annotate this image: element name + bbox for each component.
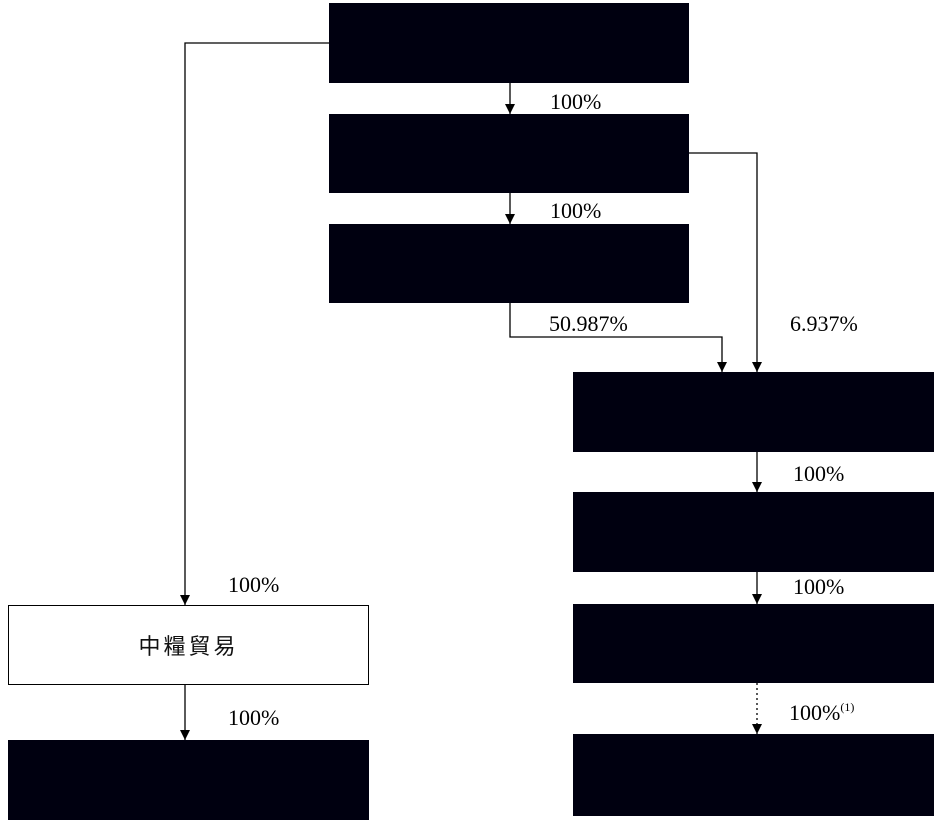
pct-label-left-2: 100%	[228, 705, 280, 730]
trading-company-label: 中糧貿易	[138, 635, 239, 660]
entity-right-sub-2	[573, 604, 934, 683]
pct-label-right-3-value: 100%	[789, 700, 841, 725]
pct-label-top-1: 100%	[550, 89, 602, 114]
pct-label-top-2: 100%	[550, 198, 602, 223]
entity-top-parent	[329, 3, 689, 83]
pct-label-6-937: 6.937%	[790, 311, 858, 336]
entity-second	[329, 114, 689, 193]
entity-right-sub-1	[573, 492, 934, 572]
pct-label-left-1: 100%	[228, 572, 280, 597]
arrow-top-to-trading	[180, 42, 329, 605]
pct-label-50-987: 50.987%	[549, 311, 628, 336]
pct-label-right-1: 100%	[793, 461, 845, 486]
entity-trading-company: 中糧貿易	[8, 605, 369, 685]
pct-label-right-3: 100%(1)	[789, 701, 854, 724]
entity-listed-company	[573, 372, 934, 452]
entity-third	[329, 224, 689, 303]
footnote-marker: (1)	[840, 700, 855, 714]
arrow-third-to-listed	[509, 303, 727, 372]
arrow-second-to-listed	[689, 152, 762, 372]
pct-label-right-2: 100%	[793, 574, 845, 599]
entity-right-sub-3	[573, 734, 934, 816]
entity-bottom-left	[8, 740, 369, 820]
